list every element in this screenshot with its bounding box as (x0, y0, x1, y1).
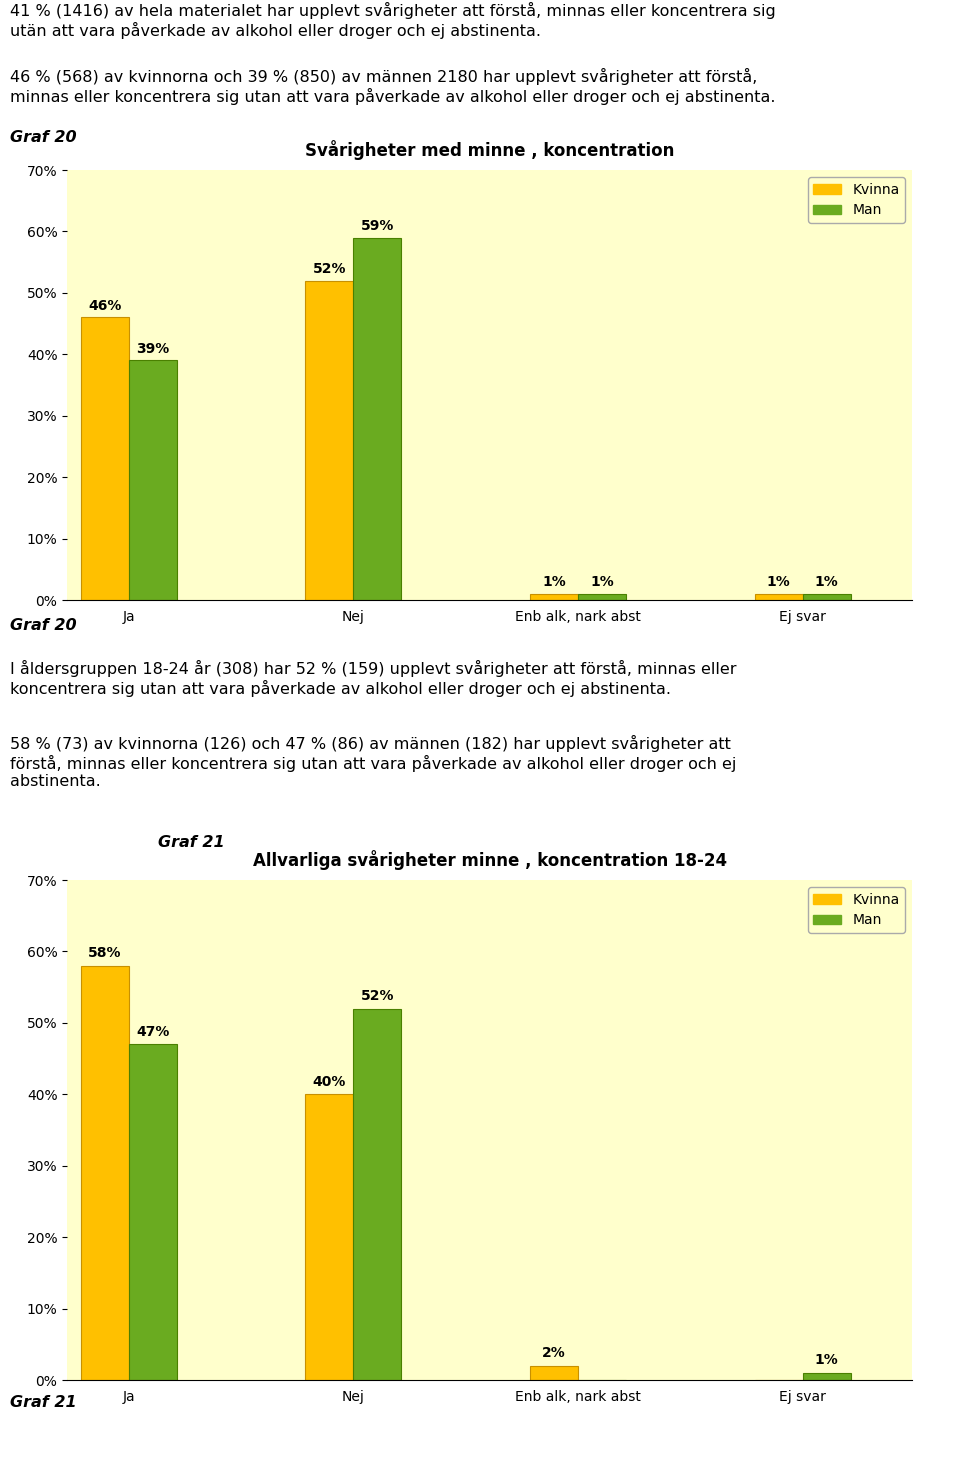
Bar (81, 318, 129, 600)
Bar (803, 594, 851, 600)
Text: 46 % (568) av kvinnorna och 39 % (850) av männen 2180 har upplevt svårigheter at: 46 % (568) av kvinnorna och 39 % (850) a… (10, 67, 775, 105)
Bar (578, 594, 626, 600)
Text: Graf 21: Graf 21 (158, 834, 225, 851)
Bar (530, 594, 578, 600)
Text: 46%: 46% (88, 299, 121, 312)
Text: 39%: 39% (136, 341, 169, 356)
Text: 41 % (1416) av hela materialet har upplevt svårigheter att förstå, minnas eller : 41 % (1416) av hela materialet har upple… (10, 1, 776, 40)
Title: Allvarliga svårigheter minne , koncentration 18-24: Allvarliga svårigheter minne , koncentra… (252, 851, 727, 870)
Text: 40%: 40% (313, 1075, 346, 1089)
Text: 59%: 59% (361, 218, 394, 233)
Legend: Kvinna, Man: Kvinna, Man (807, 177, 905, 223)
Text: Graf 21: Graf 21 (10, 1395, 76, 1410)
Bar (129, 1044, 177, 1381)
Bar (353, 1009, 401, 1381)
Bar (129, 360, 177, 600)
Bar (755, 594, 803, 600)
Text: Graf 20: Graf 20 (10, 130, 76, 145)
Title: Svårigheter med minne , koncentration: Svårigheter med minne , koncentration (305, 141, 674, 160)
Text: 58%: 58% (88, 946, 121, 960)
Bar (803, 1373, 851, 1381)
Text: 52%: 52% (313, 262, 346, 275)
Text: 1%: 1% (815, 1353, 838, 1367)
Text: 2%: 2% (542, 1345, 565, 1360)
Text: 1%: 1% (542, 575, 565, 589)
Text: 1%: 1% (590, 575, 613, 589)
Bar (530, 1366, 578, 1381)
Bar (305, 1094, 353, 1381)
Bar (81, 966, 129, 1381)
Legend: Kvinna, Man: Kvinna, Man (807, 887, 905, 933)
Text: I åldersgruppen 18-24 år (308) har 52 % (159) upplevt svårigheter att förstå, mi: I åldersgruppen 18-24 år (308) har 52 % … (10, 660, 736, 697)
Text: 52%: 52% (361, 988, 394, 1003)
Text: 1%: 1% (767, 575, 791, 589)
Bar (305, 281, 353, 600)
Text: Graf 20: Graf 20 (10, 618, 76, 632)
Text: 1%: 1% (815, 575, 838, 589)
Text: 58 % (73) av kvinnorna (126) och 47 % (86) av männen (182) har upplevt svårighet: 58 % (73) av kvinnorna (126) och 47 % (8… (10, 735, 736, 789)
Bar (353, 237, 401, 600)
Text: 47%: 47% (136, 1025, 169, 1038)
